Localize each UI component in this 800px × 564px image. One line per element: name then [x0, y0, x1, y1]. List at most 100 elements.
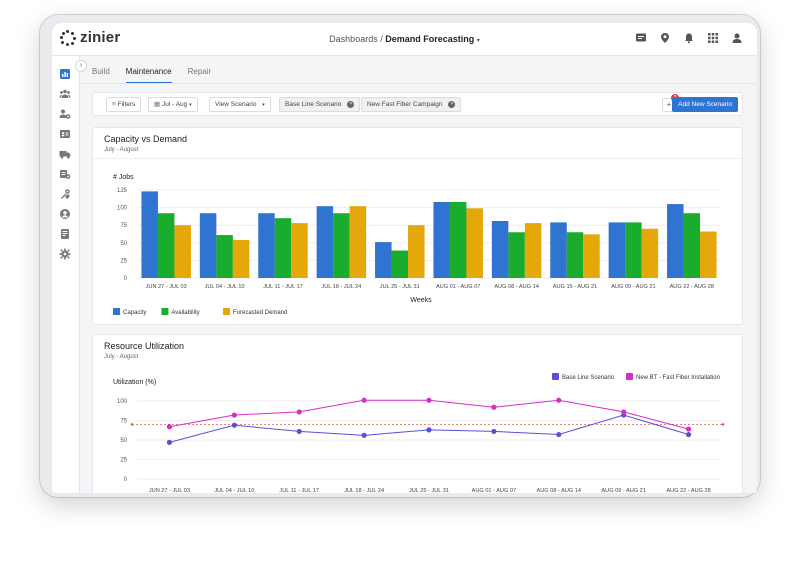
chevron-down-icon: ▾	[189, 102, 192, 108]
y-axis-label: # Jobs	[113, 174, 134, 181]
bar	[408, 225, 425, 278]
data-point	[361, 397, 367, 403]
legend-label: Base Line Scenario	[562, 375, 615, 381]
x-tick-label: AUG 15 - AUG 21	[553, 284, 597, 290]
bar	[232, 239, 250, 278]
id-card-icon[interactable]	[58, 128, 72, 140]
legend-swatch	[113, 308, 120, 315]
x-axis-label: Weeks	[410, 297, 432, 304]
x-tick-label: JUL 25 - JUL 31	[409, 488, 449, 493]
chevron-down-icon[interactable]: ▾	[476, 38, 480, 44]
bar	[391, 250, 409, 278]
divider	[93, 158, 742, 159]
y-tick-label: 100	[117, 399, 128, 405]
bar	[291, 223, 308, 278]
filters-button[interactable]: ≡ Filters	[106, 97, 142, 112]
x-tick-label: JUL 04 - JUL 10	[214, 488, 254, 493]
x-tick-label: AUG 08 - AUG 14	[537, 488, 581, 493]
tab-repair[interactable]: Repair	[187, 67, 212, 76]
logo-text: zinier	[80, 29, 121, 46]
bar	[157, 213, 175, 278]
y-tick-label: 50	[120, 438, 127, 444]
settings-icon[interactable]	[58, 248, 72, 260]
data-point	[491, 428, 497, 435]
bar	[583, 234, 600, 278]
dashboard-icon[interactable]	[58, 68, 72, 80]
add-new-scenario-button[interactable]: Add New Scenario	[672, 97, 738, 112]
logo[interactable]: zinier	[60, 29, 120, 46]
legend-label: Capacity	[123, 310, 146, 316]
x-tick-label: JUL 25 - JUL 31	[380, 284, 420, 290]
truck-icon[interactable]	[58, 148, 72, 160]
bar	[641, 228, 659, 278]
data-point	[556, 431, 562, 438]
breadcrumb-current[interactable]: Demand Forecasting	[385, 34, 475, 44]
data-point	[231, 422, 237, 428]
x-tick-label: AUG 09 - AUG 21	[601, 488, 645, 493]
view-scenario-label: View Scenario	[215, 101, 257, 108]
bar	[216, 235, 233, 278]
bar	[508, 232, 525, 278]
sidebar	[52, 56, 80, 493]
tools-icon[interactable]	[58, 188, 72, 200]
x-tick-label: JUL 04 - JUL 10	[205, 284, 245, 290]
y-tick-label: 75	[120, 223, 127, 229]
resource-utilization-card: Resource Utilization July - August Utili…	[92, 334, 743, 493]
bar	[316, 206, 334, 278]
chat-icon[interactable]	[635, 32, 647, 44]
threshold-marker	[721, 423, 725, 426]
scenario-chip-label: New Fast Fiber Campaign	[367, 101, 443, 108]
y-tick-label: 25	[120, 258, 127, 264]
date-range-select[interactable]: ▦ Jul - Aug ▾	[148, 97, 198, 112]
bar	[174, 225, 191, 278]
bar	[258, 213, 275, 278]
bar	[199, 213, 217, 278]
card-title: Resource Utilization	[104, 341, 185, 351]
team-icon[interactable]	[58, 88, 72, 100]
data-point	[426, 397, 432, 403]
x-tick-label: JUL 11 - JUL 17	[263, 284, 303, 290]
view-scenario-select[interactable]: View Scenario ▾	[209, 97, 271, 112]
top-icons	[635, 32, 743, 44]
bell-icon[interactable]	[683, 32, 695, 44]
bar	[449, 201, 467, 278]
sidebar-collapse-button[interactable]: ›	[75, 60, 87, 72]
data-point	[491, 404, 497, 410]
data-point	[361, 432, 367, 438]
inventory-icon[interactable]	[58, 168, 72, 180]
bar	[608, 222, 626, 278]
date-range-value: Jul - Aug	[161, 101, 188, 108]
location-pin-icon[interactable]	[659, 32, 671, 44]
tab-bar: Build Maintenance Repair	[92, 67, 211, 84]
y-tick-label: 50	[120, 241, 127, 247]
close-icon[interactable]: ×	[448, 100, 456, 108]
tab-maintenance[interactable]: Maintenance	[125, 67, 172, 84]
x-tick-label: AUG 08 - AUG 14	[494, 284, 538, 290]
tabs-divider	[80, 83, 757, 84]
user-circle-icon[interactable]	[58, 208, 72, 220]
apps-grid-icon[interactable]	[707, 32, 719, 44]
breadcrumb-parent[interactable]: Dashboards	[329, 34, 378, 44]
close-icon[interactable]: ×	[347, 100, 355, 108]
breadcrumb-separator: /	[380, 34, 383, 44]
tab-build[interactable]: Build	[92, 67, 110, 76]
bar	[625, 222, 642, 278]
book-icon[interactable]	[58, 228, 72, 240]
data-point	[231, 412, 237, 418]
top-bar: zinier Dashboards / Demand Forecasting ▾	[52, 23, 757, 56]
resources-icon[interactable]	[58, 108, 72, 120]
filters-label: Filters	[117, 101, 136, 108]
threshold-marker	[130, 423, 134, 426]
x-tick-label: JUL 18 - JUL 24	[321, 284, 361, 290]
scenario-chip-baseline[interactable]: Base Line Scenario ×	[279, 97, 361, 112]
resource-utilization-chart: Utilization (%) 0 25 50 75 100 JUN 27 - JUL 03…	[113, 373, 725, 493]
scenario-chip-fast-fiber[interactable]: New Fast Fiber Campaign ×	[361, 97, 462, 112]
legend-label: New BT - Fast Fiber Installation	[636, 375, 720, 381]
bar	[333, 213, 350, 278]
data-point	[426, 427, 432, 433]
bar	[433, 201, 450, 278]
x-tick-label: AUG 22 - AUG 28	[666, 488, 710, 493]
user-icon[interactable]	[731, 32, 743, 44]
card-title: Capacity vs Demand	[104, 134, 188, 144]
x-tick-label: AUG 01 - AUG 07	[436, 284, 480, 290]
